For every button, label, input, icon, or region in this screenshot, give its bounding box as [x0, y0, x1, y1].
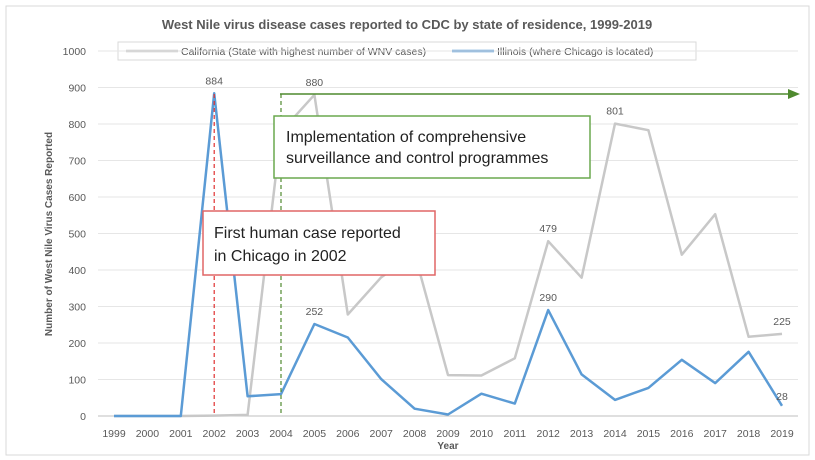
first-case-box: [202, 210, 436, 276]
x-tick-label: 2012: [537, 428, 561, 440]
x-tick-label: 2004: [269, 428, 293, 440]
y-tick-label: 500: [68, 229, 86, 241]
y-tick-label: 100: [68, 375, 86, 387]
data-label: 880: [306, 77, 324, 89]
programmes-text-line2: surveillance and control programmes: [286, 150, 548, 167]
x-tick-label: 2016: [670, 428, 694, 440]
y-tick-label: 600: [68, 192, 86, 204]
first-case-text-line1: First human case reported: [214, 225, 401, 242]
series-layer: [114, 92, 784, 418]
x-tick-label: 2007: [370, 428, 394, 440]
annotation-first-case: First human case reported in Chicago in …: [202, 210, 436, 276]
y-tick-label: 300: [68, 302, 86, 314]
annotation-programmes: Implementation of comprehensive surveill…: [273, 89, 800, 179]
legend-label-california: California (State with highest number of…: [181, 46, 426, 58]
data-label: 28: [776, 391, 788, 403]
data-label: 479: [539, 223, 557, 235]
programmes-text-line1: Implementation of comprehensive: [286, 129, 526, 146]
x-tick-label: 2017: [704, 428, 728, 440]
x-tick-label: 2014: [603, 428, 627, 440]
x-tick-label: 2018: [737, 428, 761, 440]
x-tick-label: 2010: [470, 428, 494, 440]
data-label: 801: [606, 106, 624, 118]
y-tick-label: 1000: [63, 46, 87, 58]
x-tick-label: 2000: [136, 428, 160, 440]
x-tick-label: 2015: [637, 428, 661, 440]
data-label: 225: [773, 316, 791, 328]
x-tick-label: 2008: [403, 428, 427, 440]
first-case-text-line2: in Chicago in 2002: [214, 248, 347, 265]
y-axis-title: Number of West Nile Virus Cases Reported: [44, 132, 55, 336]
x-tick-label: 2003: [236, 428, 260, 440]
x-tick-label: 1999: [102, 428, 126, 440]
x-axis-title: Year: [437, 441, 458, 452]
y-tick-label: 900: [68, 83, 86, 95]
y-tick-label: 200: [68, 338, 86, 350]
x-tick-label: 2011: [504, 428, 527, 440]
x-tick-label: 2002: [203, 428, 227, 440]
x-tick-label: 2013: [570, 428, 594, 440]
data-labels: 884 880 252 479 290 801 225 28: [205, 75, 790, 402]
x-axis-ticks: 1999 2000 2001 2002 2003 2004 2005 2006 2007 2008…: [102, 428, 794, 440]
y-axis-ticks: 0 100 200 300 400 500 600 700 800 900 1000: [63, 46, 87, 423]
series-line-california: [114, 93, 783, 418]
x-tick-label: 2005: [303, 428, 327, 440]
x-tick-label: 2006: [336, 428, 360, 440]
data-label: 884: [205, 75, 223, 87]
series-line-illinois: [114, 92, 784, 418]
legend-label-illinois: Illinois (where Chicago is located): [497, 46, 653, 58]
x-tick-label: 2019: [770, 428, 794, 440]
programmes-box: [273, 115, 591, 179]
y-tick-label: 0: [80, 411, 86, 423]
x-tick-label: 2001: [169, 428, 193, 440]
chart-title: West Nile virus disease cases reported t…: [162, 17, 652, 32]
y-tick-label: 700: [68, 156, 86, 168]
y-tick-label: 400: [68, 265, 86, 277]
y-tick-label: 800: [68, 119, 86, 131]
programmes-arrow-head: [788, 89, 800, 99]
data-label: 252: [306, 306, 324, 318]
x-tick-label: 2009: [436, 428, 460, 440]
data-label: 290: [539, 292, 557, 304]
